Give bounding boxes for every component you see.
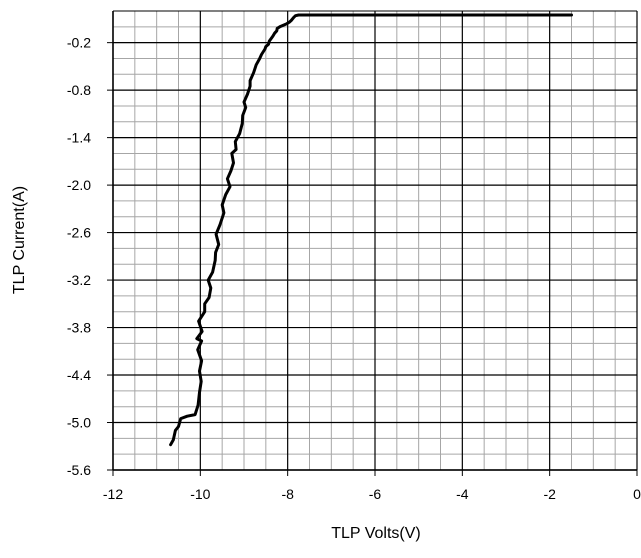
y-tick-label: -4.4 — [67, 367, 91, 383]
y-axis-title: TLP Current(A) — [11, 186, 28, 294]
y-tick-label: -5.0 — [67, 415, 91, 431]
x-tick-label: 0 — [633, 486, 641, 502]
axes — [107, 10, 638, 476]
x-tick-label: -8 — [281, 486, 294, 502]
x-tick-label: -10 — [190, 486, 210, 502]
x-axis-title: TLP Volts(V) — [331, 525, 421, 542]
y-tick-label: -5.6 — [67, 462, 91, 478]
y-tick-label: -2.0 — [67, 177, 91, 193]
x-tick-label: -2 — [543, 486, 556, 502]
y-tick-label: -0.8 — [67, 82, 91, 98]
y-tick-label: -2.6 — [67, 225, 91, 241]
y-tick-label: -1.4 — [67, 130, 91, 146]
x-tick-label: -12 — [103, 486, 123, 502]
y-tick-label: -3.8 — [67, 320, 91, 336]
x-tick-label: -6 — [369, 486, 382, 502]
y-tick-label: -3.2 — [67, 272, 91, 288]
y-tick-label: -0.2 — [67, 35, 91, 51]
series-layer — [169, 13, 573, 447]
grid — [112, 10, 638, 471]
series-line — [169, 13, 573, 447]
x-tick-label: -4 — [456, 486, 469, 502]
tick-labels: -12 -10 -8 -6 -4 -2 0 -0.2 -0.8 -1.4 -2.0 -2.6 -3.2 -… — [67, 35, 641, 502]
